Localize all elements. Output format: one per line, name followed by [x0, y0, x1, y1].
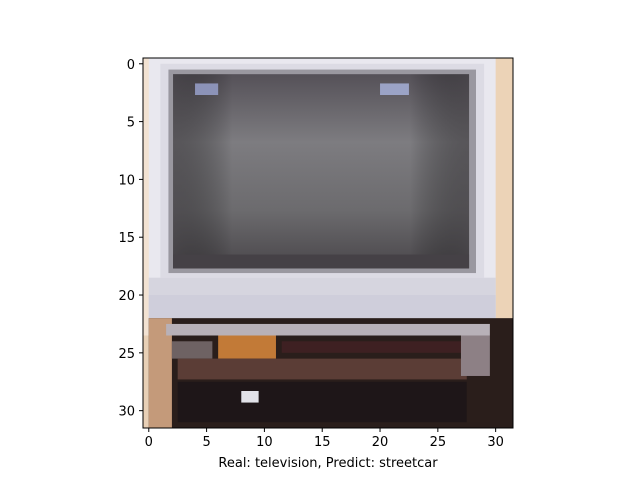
cabinet-left-edge — [148, 318, 172, 428]
x-axis-label: Real: television, Predict: streetcar — [218, 456, 438, 471]
y-tick-label: 0 — [127, 58, 135, 73]
x-tick-label: 25 — [430, 435, 447, 450]
cabinet-knob-left — [171, 341, 213, 359]
cabinet-highlight — [241, 391, 259, 403]
x-tick-label: 20 — [372, 435, 389, 450]
x-tick-label: 15 — [314, 435, 331, 450]
x-tick-label: 10 — [256, 435, 273, 450]
x-axis: 0 5 10 15 20 25 30 — [145, 428, 504, 450]
cabinet-drawer — [177, 358, 467, 380]
y-tick-label: 10 — [118, 173, 135, 188]
screen-glare-left — [195, 83, 219, 95]
photo-image — [143, 58, 513, 428]
y-tick-label: 25 — [118, 347, 135, 362]
cabinet-top — [166, 323, 490, 336]
x-tick-label: 30 — [487, 435, 504, 450]
y-tick-label: 5 — [127, 116, 135, 131]
wall-right-strip — [495, 58, 513, 324]
y-tick-label: 15 — [118, 231, 135, 246]
screen-glare-right — [380, 83, 409, 95]
cabinet-item — [218, 335, 276, 359]
screen-vignette — [173, 74, 470, 269]
y-tick-label: 20 — [118, 289, 135, 304]
x-tick-label: 0 — [145, 435, 153, 450]
cabinet-right-detail — [460, 335, 490, 376]
axes-frame — [142, 57, 514, 429]
tv-base-shadow — [148, 295, 496, 319]
x-tick-label: 5 — [202, 435, 210, 450]
cabinet-shelf — [281, 341, 467, 353]
screen-bottom-band — [173, 254, 470, 269]
y-tick-label: 30 — [118, 405, 135, 420]
cabinet-lower — [177, 381, 467, 423]
y-axis: 0 5 10 15 20 25 30 — [118, 58, 143, 420]
